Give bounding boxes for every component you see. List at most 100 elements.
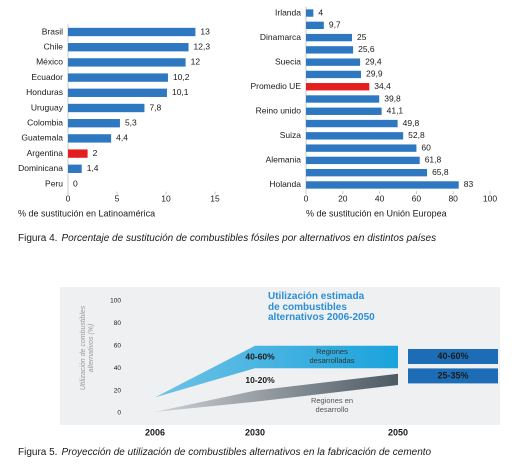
range-box-label: 40-60%	[437, 351, 468, 361]
category-label: Suecia	[275, 56, 301, 66]
x-tick-label: 0	[304, 193, 309, 203]
value-label: 10,1	[172, 87, 189, 97]
category-label: Alemania	[266, 155, 302, 165]
series-name: Regiones desarrolladas	[309, 347, 355, 365]
value-label: 12	[191, 57, 201, 67]
category-label: Dinamarca	[260, 32, 301, 42]
value-label: 13	[200, 26, 210, 36]
category-label: Chile	[44, 41, 64, 51]
range-band	[155, 373, 398, 412]
bar	[68, 103, 145, 113]
range-box	[408, 368, 498, 384]
bar	[68, 88, 167, 97]
range-label: 40-60%	[245, 351, 275, 361]
bar	[68, 149, 88, 158]
category-label: Argentina	[27, 148, 64, 158]
bar	[68, 164, 82, 173]
bar	[306, 156, 420, 165]
value-label: 12,3	[194, 41, 211, 51]
x-tick-label: 20	[338, 193, 348, 203]
x-tick-label: 10	[161, 193, 171, 203]
range-box	[408, 349, 498, 364]
value-label: 61,8	[425, 155, 442, 165]
x-tick-label: 80	[448, 193, 458, 203]
x-axis-label: % de sustitución en Latinoamérica	[18, 208, 155, 218]
bar	[68, 27, 196, 37]
y-tick-label: 0	[117, 410, 121, 417]
caption-text: Proyección de utilización de combustible…	[61, 447, 431, 458]
value-label: 25	[357, 32, 367, 42]
x-tick-label: 5	[115, 193, 120, 203]
x-tick-label: 0	[66, 193, 71, 203]
category-label: Reino unido	[256, 106, 302, 116]
x-tick-label: 40	[375, 193, 385, 203]
value-label: 60	[421, 142, 431, 152]
category-label: Uruguay	[31, 102, 64, 112]
range-box-label: 25-35%	[437, 370, 468, 380]
bar	[306, 95, 380, 103]
value-label: 4,4	[116, 133, 128, 143]
chart-title: Utilización estimada de combustibles alt…	[268, 291, 375, 323]
category-label: Suiza	[280, 130, 302, 140]
bar	[306, 83, 370, 91]
bar	[306, 58, 361, 66]
bar	[306, 107, 382, 115]
value-label: 83	[464, 179, 474, 189]
value-label: 25,6	[358, 44, 375, 54]
value-label: 1,4	[87, 163, 99, 173]
x-tick-label: 2006	[145, 427, 165, 437]
value-label: 65,8	[432, 167, 449, 177]
bar	[68, 119, 120, 128]
range-band	[155, 345, 398, 398]
bar	[306, 168, 428, 177]
range-label: 10-20%	[245, 375, 275, 385]
caption: Figura 5. Proyección de utilización de co…	[18, 447, 432, 458]
x-tick-label: 2050	[388, 427, 408, 437]
category-label: Colombia	[27, 117, 63, 127]
bar	[68, 73, 168, 82]
category-label: Irlanda	[275, 7, 301, 17]
x-axis-label: % de sustitución en Unión Europea	[306, 208, 447, 218]
bar	[306, 70, 362, 79]
x-tick-label: 2030	[245, 427, 265, 437]
value-label: 39,8	[384, 93, 401, 103]
caption-text: Porcentaje de sustitución de combustible…	[61, 233, 436, 244]
category-label: Dominicana	[18, 163, 63, 173]
value-label: 29,4	[365, 56, 382, 66]
category-label: Ecuador	[31, 72, 63, 82]
bar	[306, 33, 352, 42]
y-tick-label: 20	[114, 387, 122, 394]
value-label: 52,8	[408, 130, 425, 140]
bar	[306, 21, 324, 30]
value-label: 34,4	[374, 81, 391, 91]
category-label: México	[36, 57, 63, 67]
value-label: 9,7	[329, 20, 341, 30]
bar	[306, 144, 417, 152]
y-tick-label: 100	[110, 298, 121, 305]
y-axis-label: Utilización de combustibles alternativos…	[80, 305, 95, 391]
value-label: 4	[318, 7, 323, 17]
bar	[68, 43, 189, 52]
bar	[68, 58, 186, 67]
category-label: Brasil	[42, 26, 63, 36]
value-label: 5,3	[125, 117, 137, 127]
category-label: Peru	[45, 178, 63, 188]
value-label: 49,8	[403, 118, 420, 128]
bar	[306, 9, 314, 17]
bar	[306, 132, 404, 140]
x-tick-label: 15	[210, 193, 220, 203]
series-name: Regiones en desarrollo	[310, 396, 354, 414]
value-label: 29,9	[366, 69, 383, 79]
category-label: Guatemala	[21, 133, 63, 143]
y-tick-label: 60	[114, 343, 122, 350]
value-label: 41,1	[387, 106, 404, 116]
bar	[68, 134, 112, 143]
bar	[306, 119, 398, 128]
value-label: 0	[73, 178, 78, 188]
category-label: Promedio UE	[250, 81, 301, 91]
x-tick-label: 100	[483, 193, 497, 203]
bar	[306, 46, 354, 54]
value-label: 10,2	[173, 72, 190, 82]
